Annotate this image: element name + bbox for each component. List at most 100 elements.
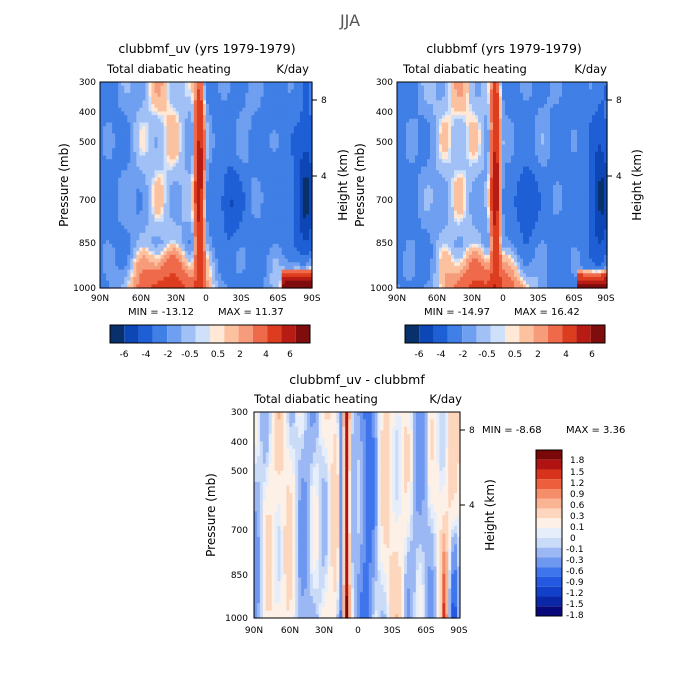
heatmap-cell	[160, 89, 165, 94]
heatmap-cell	[124, 111, 128, 116]
heatmap-cell	[193, 203, 198, 208]
heatmap-cell	[133, 258, 137, 263]
heatmap-cell	[532, 96, 536, 101]
heatmap-cell	[154, 118, 159, 124]
heatmap-cell	[287, 247, 292, 252]
heatmap-cell	[263, 89, 268, 94]
heatmap-cell	[293, 133, 298, 138]
heatmap-cell	[187, 273, 192, 278]
heatmap-cell	[112, 96, 116, 101]
heatmap-cell	[209, 185, 213, 190]
heatmap-cell	[248, 236, 253, 241]
heatmap-cell	[127, 251, 131, 256]
heatmap-cell	[224, 100, 228, 105]
heatmap-cell	[275, 262, 280, 267]
heatmap-cell	[230, 129, 234, 135]
heatmap-cell	[212, 122, 216, 127]
heatmap-cell	[193, 82, 198, 87]
heatmap-cell	[215, 118, 219, 124]
heatmap-cell	[133, 137, 137, 142]
heatmap-cell	[257, 155, 262, 160]
heatmap-cell	[130, 129, 134, 135]
heatmap-cell	[263, 173, 268, 179]
heatmap-cell	[424, 107, 428, 113]
heatmap-cell	[266, 243, 271, 249]
heatmap-cell	[242, 269, 246, 274]
heatmap-cell	[190, 115, 195, 120]
heatmap-cell	[154, 96, 159, 101]
heatmap-cell	[133, 129, 137, 135]
heatmap-cell	[172, 218, 177, 223]
heatmap-cell	[263, 82, 268, 87]
heatmap-cell	[263, 196, 268, 201]
heatmap-cell	[199, 159, 204, 164]
heatmap-cell	[257, 225, 262, 230]
heatmap-cell	[106, 162, 110, 168]
heatmap-cell	[598, 104, 602, 109]
heatmap-cell	[124, 181, 128, 186]
heatmap-cell	[109, 207, 113, 212]
heatmap-cell	[233, 118, 237, 124]
heatmap-cell	[568, 100, 572, 105]
heatmap-cell	[190, 100, 195, 105]
heatmap-cell	[215, 243, 219, 249]
heatmap-cell	[236, 210, 240, 216]
heatmap-cell	[190, 254, 195, 260]
heatmap-cell	[154, 89, 159, 94]
heatmap-cell	[184, 210, 189, 216]
heatmap-cell	[412, 93, 416, 98]
panel-1-frame	[99, 81, 313, 289]
heatmap-cell	[142, 159, 147, 164]
heatmap-cell	[296, 122, 301, 127]
heatmap-cell	[233, 207, 237, 212]
heatmap-cell	[184, 166, 189, 171]
heatmap-cell	[583, 107, 587, 113]
heatmap-cell	[496, 93, 500, 98]
heatmap-cell	[526, 89, 530, 94]
heatmap-cell	[151, 162, 156, 168]
heatmap-cell	[178, 177, 183, 182]
heatmap-cell	[275, 273, 280, 278]
heatmap-cell	[178, 284, 183, 289]
heatmap-cell	[239, 173, 243, 179]
heatmap-cell	[199, 148, 204, 153]
heatmap-cell	[175, 104, 180, 109]
heatmap-cell	[206, 173, 210, 179]
heatmap-cell	[187, 162, 192, 168]
heatmap-cell	[199, 122, 204, 127]
heatmap-cell	[142, 170, 147, 175]
heatmap-cell	[130, 243, 134, 249]
heatmap-cell	[221, 162, 225, 168]
heatmap-cell	[272, 140, 277, 146]
heatmap-cell	[278, 273, 283, 278]
heatmap-cell	[206, 133, 210, 138]
heatmap-cell	[275, 140, 280, 146]
panel-1-yticks-right: 8 4	[312, 96, 327, 182]
heatmap-cell	[275, 203, 280, 208]
heatmap-cell	[136, 203, 140, 208]
heatmap-cell	[583, 85, 587, 90]
heatmap-cell	[190, 232, 195, 238]
heatmap-cell	[239, 148, 243, 153]
heatmap-cell	[187, 140, 192, 146]
heatmap-cell	[227, 151, 231, 157]
heatmap-cell	[127, 137, 131, 142]
heatmap-cell	[157, 251, 162, 256]
heatmap-cell	[184, 170, 189, 175]
heatmap-cell	[209, 232, 213, 238]
heatmap-cell	[251, 251, 256, 256]
heatmap-cell	[169, 196, 174, 201]
heatmap-cell	[166, 229, 171, 234]
heatmap-cell	[260, 181, 265, 186]
heatmap-cell	[233, 262, 237, 267]
heatmap-cell	[196, 254, 201, 260]
heatmap-cell	[133, 214, 137, 219]
heatmap-cell	[130, 173, 134, 179]
heatmap-cell	[275, 96, 280, 101]
heatmap-cell	[184, 126, 189, 131]
heatmap-cell	[218, 148, 222, 153]
heatmap-cell	[160, 214, 165, 219]
heatmap-cell	[193, 229, 198, 234]
heatmap-cell	[106, 218, 110, 223]
heatmap-cell	[221, 159, 225, 164]
